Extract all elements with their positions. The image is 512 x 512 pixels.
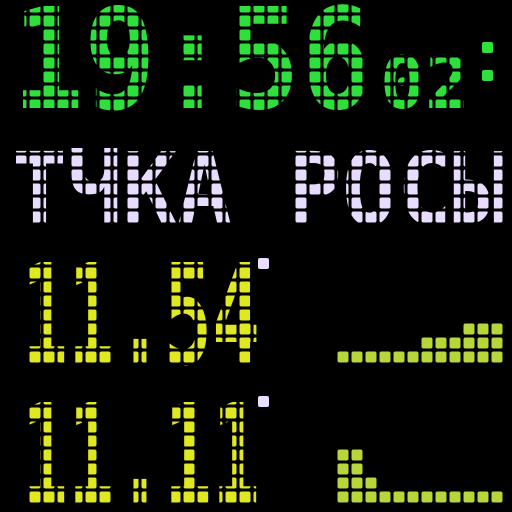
graph-column (448, 490, 462, 504)
graph-column (448, 336, 462, 364)
reading: 11.11 (20, 375, 260, 512)
graph-column (462, 322, 476, 364)
graph-column (476, 490, 490, 504)
graph-column (350, 448, 364, 504)
graph-column (392, 490, 406, 504)
graph-column (462, 490, 476, 504)
graph-column (336, 350, 350, 364)
graph-column (364, 350, 378, 364)
indicator-dot (258, 258, 269, 269)
graph-column (364, 476, 378, 504)
seconds-dot (482, 42, 493, 53)
graph-column (406, 350, 420, 364)
graph-column (378, 490, 392, 504)
clock-time: 19:56 (12, 0, 372, 142)
graph-column (336, 448, 350, 504)
graph-column (434, 490, 448, 504)
graph-column (420, 336, 434, 364)
graph-column (476, 322, 490, 364)
graph-column (406, 490, 420, 504)
graph-column (378, 350, 392, 364)
graph-column (434, 336, 448, 364)
seconds-dot (482, 70, 493, 81)
clock-seconds: 02 (380, 41, 470, 125)
graph-column (420, 490, 434, 504)
reading: 11.54 (20, 235, 260, 398)
graph-column (490, 490, 504, 504)
label-text: ТЧКА РОСЫ (12, 131, 507, 248)
indicator-dot (258, 396, 269, 407)
graph-column (392, 350, 406, 364)
graph-column (350, 350, 364, 364)
graph-column (490, 322, 504, 364)
